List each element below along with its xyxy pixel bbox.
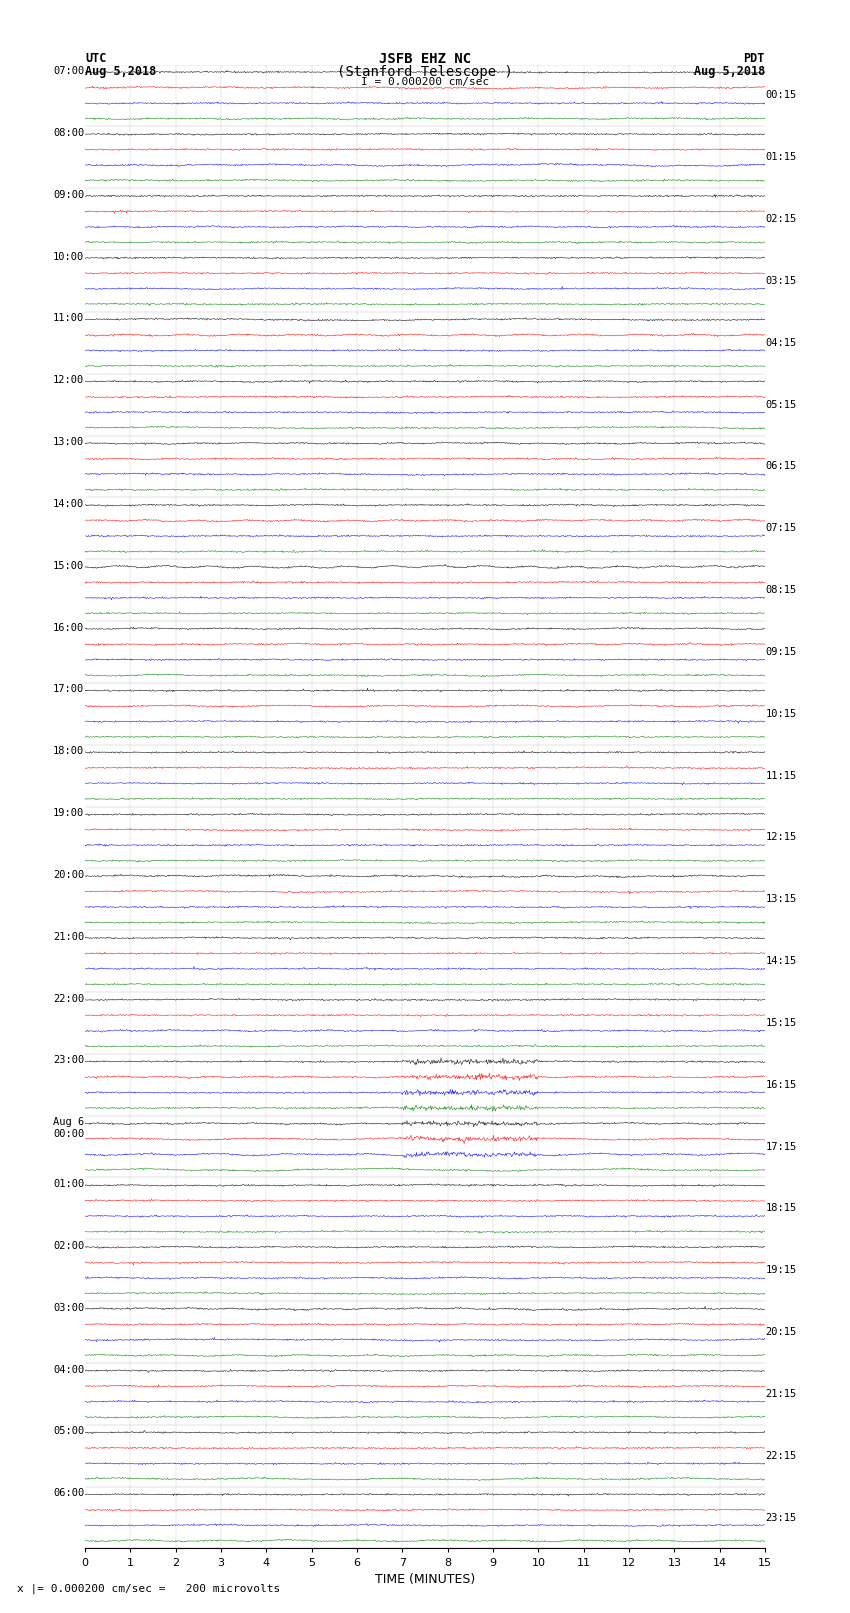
Text: 04:15: 04:15 [766, 337, 797, 348]
Text: 13:15: 13:15 [766, 894, 797, 905]
Text: 14:00: 14:00 [53, 498, 84, 508]
X-axis label: TIME (MINUTES): TIME (MINUTES) [375, 1573, 475, 1586]
Text: Aug 5,2018: Aug 5,2018 [85, 65, 156, 77]
Text: 12:00: 12:00 [53, 376, 84, 386]
Text: 19:15: 19:15 [766, 1265, 797, 1276]
Text: 05:15: 05:15 [766, 400, 797, 410]
Text: I = 0.000200 cm/sec: I = 0.000200 cm/sec [361, 77, 489, 87]
Text: Aug 6
00:00: Aug 6 00:00 [53, 1118, 84, 1139]
Text: UTC: UTC [85, 52, 106, 65]
Text: 08:00: 08:00 [53, 127, 84, 137]
Text: 22:00: 22:00 [53, 994, 84, 1003]
Text: 08:15: 08:15 [766, 586, 797, 595]
Text: 20:15: 20:15 [766, 1327, 797, 1337]
Text: (Stanford Telescope ): (Stanford Telescope ) [337, 65, 513, 79]
Text: 03:15: 03:15 [766, 276, 797, 286]
Text: 15:00: 15:00 [53, 561, 84, 571]
Text: 03:00: 03:00 [53, 1303, 84, 1313]
Text: 01:15: 01:15 [766, 152, 797, 163]
Text: 20:00: 20:00 [53, 869, 84, 879]
Text: 11:15: 11:15 [766, 771, 797, 781]
Text: 09:15: 09:15 [766, 647, 797, 656]
Text: Aug 5,2018: Aug 5,2018 [694, 65, 765, 77]
Text: 16:00: 16:00 [53, 623, 84, 632]
Text: 12:15: 12:15 [766, 832, 797, 842]
Text: 17:00: 17:00 [53, 684, 84, 694]
Text: 22:15: 22:15 [766, 1450, 797, 1461]
Text: JSFB EHZ NC: JSFB EHZ NC [379, 52, 471, 66]
Text: 18:15: 18:15 [766, 1203, 797, 1213]
Text: 10:15: 10:15 [766, 708, 797, 719]
Text: 01:00: 01:00 [53, 1179, 84, 1189]
Text: 14:15: 14:15 [766, 957, 797, 966]
Text: 23:00: 23:00 [53, 1055, 84, 1065]
Text: 16:15: 16:15 [766, 1079, 797, 1090]
Text: 11:00: 11:00 [53, 313, 84, 323]
Text: 06:00: 06:00 [53, 1489, 84, 1498]
Text: 02:00: 02:00 [53, 1240, 84, 1250]
Text: 17:15: 17:15 [766, 1142, 797, 1152]
Text: 10:00: 10:00 [53, 252, 84, 261]
Text: 15:15: 15:15 [766, 1018, 797, 1027]
Text: 07:15: 07:15 [766, 523, 797, 534]
Text: 19:00: 19:00 [53, 808, 84, 818]
Text: 13:00: 13:00 [53, 437, 84, 447]
Text: x |= 0.000200 cm/sec =   200 microvolts: x |= 0.000200 cm/sec = 200 microvolts [17, 1582, 280, 1594]
Text: 18:00: 18:00 [53, 747, 84, 756]
Text: 09:00: 09:00 [53, 190, 84, 200]
Text: 02:15: 02:15 [766, 215, 797, 224]
Text: 21:15: 21:15 [766, 1389, 797, 1398]
Text: 06:15: 06:15 [766, 461, 797, 471]
Text: 07:00: 07:00 [53, 66, 84, 76]
Text: 23:15: 23:15 [766, 1513, 797, 1523]
Text: 05:00: 05:00 [53, 1426, 84, 1436]
Text: 00:15: 00:15 [766, 90, 797, 100]
Text: PDT: PDT [744, 52, 765, 65]
Text: 21:00: 21:00 [53, 932, 84, 942]
Text: 04:00: 04:00 [53, 1365, 84, 1374]
